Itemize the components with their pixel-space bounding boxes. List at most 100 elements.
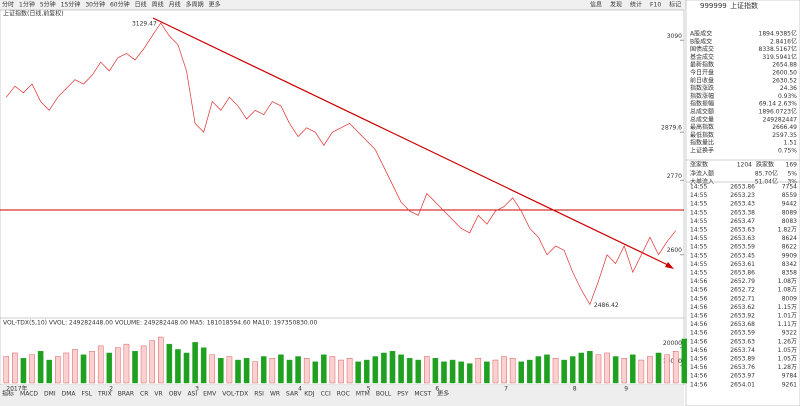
stat-label: 指数涨跌 — [690, 84, 714, 92]
tick-price: 2653.97 — [730, 373, 755, 380]
x-axis-label: 5 — [367, 386, 371, 393]
drawn-trend-line — [152, 17, 671, 267]
indicator-tab[interactable]: BOLL — [376, 391, 392, 398]
period-button[interactable]: 周线 — [152, 1, 164, 9]
volume-bar — [638, 359, 645, 384]
volume-bar — [20, 358, 27, 384]
stat-label: B股成交 — [690, 37, 712, 45]
tick-price: 2653.62 — [730, 304, 755, 311]
tick-volume: 8559 — [782, 192, 797, 199]
period-button[interactable]: 分时 — [2, 1, 14, 9]
tick-price: 2654.01 — [730, 381, 755, 388]
stat-value: 1.51 — [784, 140, 798, 147]
tool-button[interactable]: 统计 — [630, 1, 642, 9]
volume-bar — [63, 352, 70, 384]
indicator-tab[interactable]: BRAR — [118, 391, 134, 398]
indicator-tab[interactable]: OBV — [169, 391, 183, 398]
x-axis-label: 2 — [109, 386, 113, 393]
volume-bar — [123, 343, 130, 384]
x-axis-label: 7 — [504, 386, 508, 393]
period-button[interactable]: 5分钟 — [40, 1, 56, 9]
volume-bar — [97, 345, 104, 384]
volume-bar — [604, 352, 610, 384]
x-axis-label: 9 — [624, 386, 628, 393]
stat-label: 指数振幅 — [690, 100, 714, 108]
tick-price: 2652.71 — [730, 295, 755, 302]
period-button[interactable]: 更多 — [209, 1, 221, 9]
tick-volume: 8089 — [782, 209, 797, 216]
indicator-tab[interactable]: RSI — [254, 391, 264, 398]
indicator-tab[interactable]: MTM — [356, 391, 370, 398]
period-button[interactable]: 60分钟 — [110, 1, 130, 9]
stat-label: 上证换手 — [690, 147, 714, 155]
volume-bar — [269, 358, 276, 384]
volume-bar — [509, 358, 516, 384]
volume-bar — [106, 352, 113, 384]
indicator-tab[interactable]: WR — [270, 391, 280, 398]
indicator-tab[interactable]: SAR — [286, 391, 298, 398]
period-button[interactable]: 15分钟 — [61, 1, 81, 9]
indicator-tab[interactable]: ROC — [337, 391, 350, 398]
period-button[interactable]: 1分钟 — [19, 1, 35, 9]
period-button[interactable]: 日线 — [135, 1, 147, 9]
period-button[interactable]: 月线 — [169, 1, 181, 9]
volume-bar — [132, 351, 138, 384]
volume-bar — [664, 354, 670, 384]
volume-bar — [72, 349, 78, 384]
tick-price: 2653.61 — [730, 261, 755, 268]
tick-volume: 8358 — [782, 270, 797, 277]
tool-button[interactable]: F10 — [650, 2, 661, 9]
indicator-tab[interactable]: VOL-TDX — [222, 391, 248, 398]
volume-bar — [389, 351, 396, 384]
volume-bar — [140, 345, 147, 384]
stat-value: 2630.52 — [772, 77, 797, 84]
tool-button[interactable]: 信息 — [590, 1, 602, 9]
tick-time: 14:55 — [690, 235, 707, 242]
period-button[interactable]: 多周期 — [186, 1, 204, 9]
volume-bar — [46, 359, 52, 384]
indicator-tab[interactable]: CR — [140, 391, 148, 398]
stat-value: 1894.9385亿 — [759, 30, 797, 38]
tick-time: 14:56 — [690, 347, 707, 354]
tool-button[interactable]: 标记 — [669, 1, 681, 9]
tick-volume: 8342 — [782, 261, 797, 268]
indicator-tab[interactable]: TRIX — [97, 391, 112, 398]
indicator-tab[interactable]: VR — [154, 391, 162, 398]
volume-bar — [303, 358, 310, 384]
high-label: 3129.47 — [132, 20, 157, 27]
indicator-tab[interactable]: ASI — [187, 391, 197, 398]
tick-volume: 1.05万 — [778, 347, 797, 354]
tick-time: 14:56 — [690, 278, 707, 285]
volume-bar — [424, 356, 430, 384]
volume-bar — [518, 361, 525, 384]
quote-panel — [685, 0, 800, 406]
indicator-tab[interactable]: 更多 — [437, 390, 449, 398]
indicator-tab[interactable]: DMI — [44, 391, 56, 398]
indicator-tab[interactable]: DMA — [62, 391, 77, 398]
indicator-tab[interactable]: EMV — [203, 391, 217, 398]
indicator-tab[interactable]: CCI — [321, 391, 331, 398]
indicator-tab[interactable]: MCST — [414, 391, 431, 398]
tick-price: 2653.74 — [730, 347, 755, 354]
volume-bar — [209, 354, 216, 384]
indicator-tab[interactable]: 指标 — [2, 390, 14, 398]
tick-volume: 8009 — [782, 295, 797, 302]
volume-bar — [286, 359, 293, 384]
tick-volume: 9261 — [782, 381, 797, 388]
volume-bar — [80, 354, 87, 384]
stock-code: 999999 — [700, 2, 727, 10]
volume-bar — [552, 358, 559, 384]
indicator-tab[interactable]: PSY — [397, 391, 408, 398]
count-field: 涨家数 — [690, 161, 708, 169]
tool-button[interactable]: 发现 — [610, 1, 622, 9]
tick-price: 2653.63 — [730, 227, 755, 234]
indicator-tab[interactable]: MACD — [20, 391, 38, 398]
indicator-tab[interactable]: KDJ — [304, 391, 315, 398]
tick-time: 14:56 — [690, 287, 707, 294]
volume-bar — [89, 351, 95, 384]
volume-bar — [441, 361, 447, 384]
volume-bar — [647, 356, 653, 384]
period-button[interactable]: 30分钟 — [85, 1, 105, 9]
indicator-tab[interactable]: FSL — [82, 391, 93, 398]
